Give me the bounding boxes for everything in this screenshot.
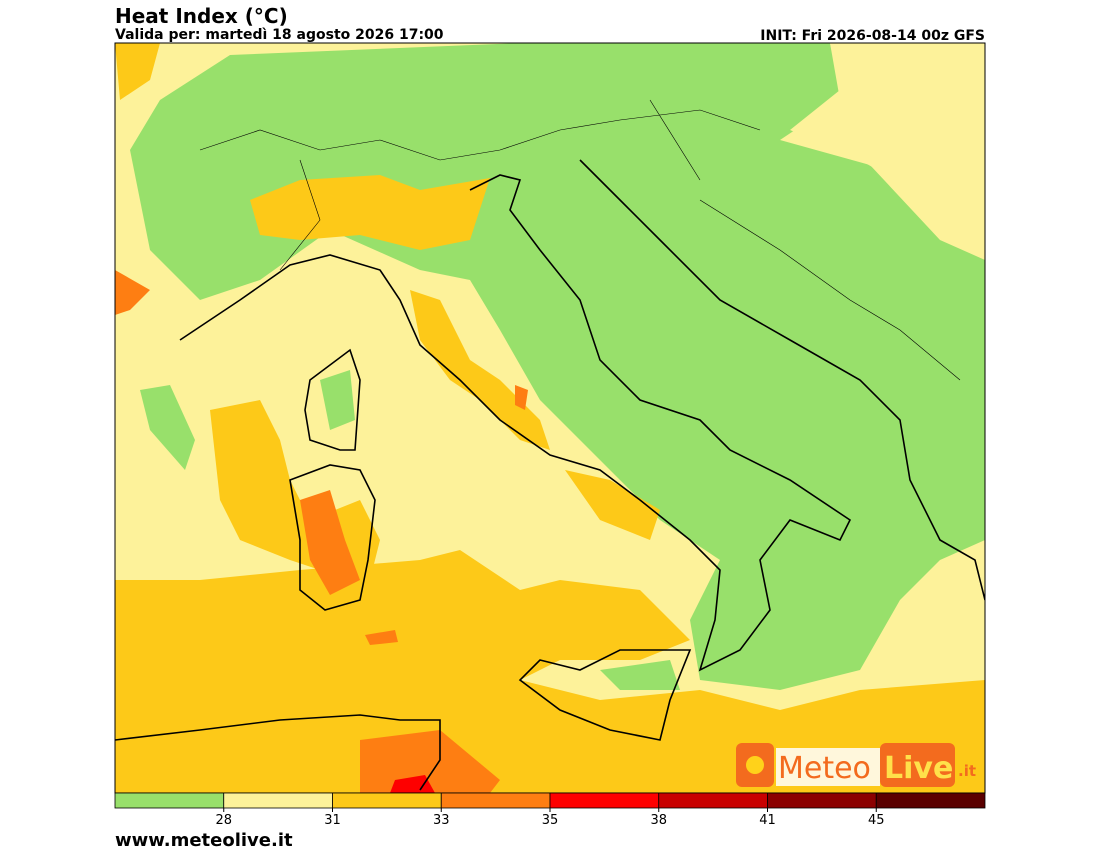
website: www.meteolive.it (115, 830, 293, 850)
heat-area-red (390, 775, 435, 793)
colorbar-tick-label: 45 (868, 813, 885, 828)
map (115, 43, 985, 793)
colorbar-tick-label: 38 (650, 813, 667, 828)
logo-text: Meteo (778, 751, 871, 786)
colorbar-segment (223, 792, 333, 809)
coastline (579, 159, 985, 601)
heat-area-yellow (790, 43, 985, 250)
logo-box (880, 743, 955, 787)
colorbar-tick-label: 28 (215, 813, 232, 828)
init-time: INIT: Fri 2026-08-14 00z GFS (760, 28, 985, 44)
colorbar-segment (440, 792, 551, 809)
coastline (289, 348, 692, 741)
colorbar-segment (767, 792, 877, 809)
colorbar-tick-label: 35 (542, 813, 559, 828)
logo-box (776, 748, 880, 786)
coastline (179, 174, 852, 672)
border (199, 99, 961, 381)
logo-text: Live (884, 751, 953, 786)
colorbar-segment (114, 792, 225, 809)
logo-suffix: .it (958, 762, 976, 780)
heat-area-amber (115, 550, 985, 793)
colorbar-segment (549, 792, 660, 809)
colorbar-segment (875, 792, 986, 809)
title: Heat Index (°C) (115, 4, 288, 28)
valid-time: Valida per: martedì 18 agosto 2026 17:00 (115, 27, 444, 43)
coastline (115, 714, 441, 791)
colorbar-segment (332, 792, 442, 809)
colorbar-segment (658, 792, 768, 809)
colorbar-tick-label: 33 (433, 813, 450, 828)
logo-sun (746, 756, 764, 774)
heat-area-orange (115, 270, 528, 793)
logo: Meteo Live .it (736, 743, 976, 787)
heat-area-amber (115, 43, 660, 580)
colorbar-tick-label: 41 (759, 813, 776, 828)
colorbar-tick-label: 31 (324, 813, 341, 828)
colorbar: 28 31 33 35 38 41 45 (114, 792, 986, 828)
